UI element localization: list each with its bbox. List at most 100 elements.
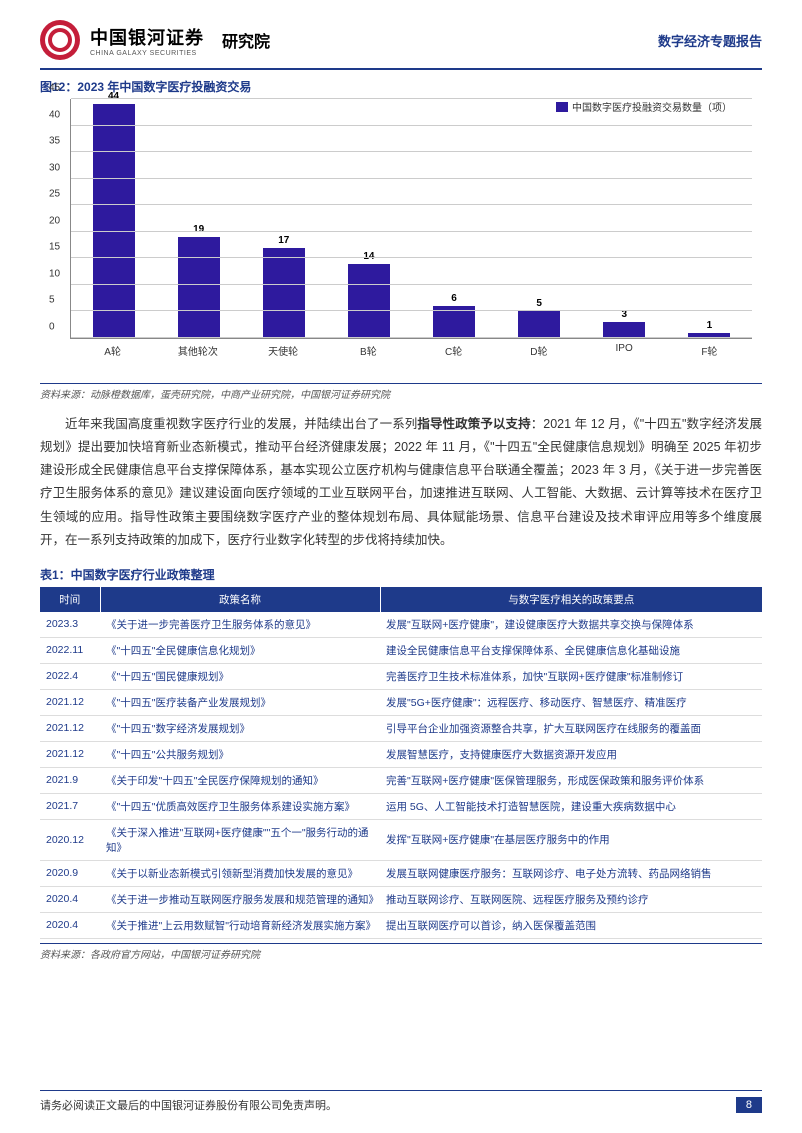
x-tick-label: B轮 [326,343,411,358]
gridline [71,284,752,285]
para-pre: 近年来我国高度重视数字医疗行业的发展，并陆续出台了一系列 [65,417,417,431]
table-cell: 2023.3 [40,612,100,638]
table-cell: 2022.11 [40,637,100,663]
table-row: 2021.9《关于印发"十四五"全民医疗保障规划的通知》完善"互联网+医疗健康"… [40,767,762,793]
table-cell: 2020.9 [40,860,100,886]
table-cell: 发展互联网健康医疗服务：互联网诊疗、电子处方流转、药品网络销售 [380,860,762,886]
gridline [71,178,752,179]
brand-block: 中国银河证券 CHINA GALAXY SECURITIES 研究院 [40,20,270,60]
gridline [71,231,752,232]
x-tick-label: C轮 [411,343,496,358]
table-cell: 2021.12 [40,715,100,741]
gridline [71,204,752,205]
gridline [71,310,752,311]
table-cell: 完善医疗卫生技术标准体系，加快"互联网+医疗健康"标准制修订 [380,663,762,689]
bar-value-label: 14 [363,251,374,262]
table-row: 2020.4《关于推进"上云用数赋智"行动培育新经济发展实施方案》提出互联网医疗… [40,912,762,938]
brand-name-en: CHINA GALAXY SECURITIES [90,50,204,57]
bar-value-label: 1 [707,320,713,331]
table-header-cell: 政策名称 [100,587,380,612]
y-tick-label: 40 [49,109,60,120]
chart-title: 图12：2023 年中国数字医疗投融资交易 [40,78,762,95]
table-row: 2021.12《"十四五"公共服务规划》发展智慧医疗，支持健康医疗大数据资源开发… [40,741,762,767]
table-cell: 2020.12 [40,819,100,860]
bar-column: 3 [582,99,667,338]
gridline [71,337,752,338]
policy-table: 时间政策名称与数字医疗相关的政策要点 2023.3《关于进一步完善医疗卫生服务体… [40,587,762,939]
table-row: 2022.11《"十四五"全民健康信息化规划》建设全民健康信息平台支撑保障体系、… [40,637,762,663]
table-cell: 《"十四五"国民健康规划》 [100,663,380,689]
table-cell: 2021.12 [40,741,100,767]
body-paragraph: 近年来我国高度重视数字医疗行业的发展，并陆续出台了一系列指导性政策予以支持：20… [40,413,762,552]
table-cell: 《"十四五"公共服务规划》 [100,741,380,767]
table-title: 表1：中国数字医疗行业政策整理 [40,566,762,583]
table-cell: 发挥"互联网+医疗健康"在基层医疗服务中的作用 [380,819,762,860]
table-cell: 发展"5G+医疗健康"：远程医疗、移动医疗、智慧医疗、精准医疗 [380,689,762,715]
y-tick-label: 25 [49,189,60,200]
table-cell: 运用 5G、人工智能技术打造智慧医院，建设重大疾病数据中心 [380,793,762,819]
bar-value-label: 6 [451,293,457,304]
table-header-cell: 与数字医疗相关的政策要点 [380,587,762,612]
para-post: ：2021 年 12 月，《"十四五"数字经济发展规划》提出要加快培育新业态新模… [40,417,762,547]
logo-icon [40,20,80,60]
bar-column: 17 [241,99,326,338]
table-body: 2023.3《关于进一步完善医疗卫生服务体系的意见》发展"互联网+医疗健康"，建… [40,612,762,939]
bar-value-label: 44 [108,91,119,102]
bar-value-label: 19 [193,224,204,235]
table-cell: 2020.4 [40,912,100,938]
x-tick-label: F轮 [667,343,752,358]
gridline [71,151,752,152]
table-cell: 发展"互联网+医疗健康"，建设健康医疗大数据共享交换与保障体系 [380,612,762,638]
bars-container: 44 19 17 14 6 5 3 1 [71,99,752,338]
x-tick-label: 其他轮次 [155,343,240,358]
chart-plot-area: 441917146531 051015202530354045 [70,99,752,339]
brand-text: 中国银河证券 CHINA GALAXY SECURITIES [90,24,204,57]
institute-label: 研究院 [222,28,270,52]
bar [93,104,135,338]
bar-column: 1 [667,99,752,338]
y-tick-label: 20 [49,215,60,226]
table-cell: 引导平台企业加强资源整合共享，扩大互联网医疗在线服务的覆盖面 [380,715,762,741]
table-header-cell: 时间 [40,587,100,612]
page-footer: 请务必阅读正文最后的中国银河证券股份有限公司免责声明。 8 [40,1090,762,1113]
table-cell: 完善"互联网+医疗健康"医保管理服务，形成医保政策和服务评价体系 [380,767,762,793]
table-cell: 2021.9 [40,767,100,793]
y-tick-label: 30 [49,162,60,173]
table-cell: 《关于印发"十四五"全民医疗保障规划的通知》 [100,767,380,793]
table-row: 2021.12《"十四五"数字经济发展规划》引导平台企业加强资源整合共享，扩大互… [40,715,762,741]
bar-value-label: 5 [536,298,542,309]
para-bold: 指导性政策予以支持 [417,417,530,431]
table-cell: 《关于推进"上云用数赋智"行动培育新经济发展实施方案》 [100,912,380,938]
bar-column: 5 [497,99,582,338]
x-tick-label: 天使轮 [241,343,326,358]
x-tick-label: A轮 [70,343,155,358]
page-header: 中国银河证券 CHINA GALAXY SECURITIES 研究院 数字经济专… [40,20,762,70]
y-tick-label: 0 [49,322,55,333]
table-cell: 《"十四五"优质高效医疗卫生服务体系建设实施方案》 [100,793,380,819]
bar-column: 14 [326,99,411,338]
table-cell: 2021.7 [40,793,100,819]
table-row: 2021.12《"十四五"医疗装备产业发展规划》发展"5G+医疗健康"：远程医疗… [40,689,762,715]
bar [348,264,390,338]
table-cell: 《"十四五"数字经济发展规划》 [100,715,380,741]
disclaimer-text: 请务必阅读正文最后的中国银河证券股份有限公司免责声明。 [40,1097,337,1113]
bar [178,237,220,338]
bar-column: 19 [156,99,241,338]
y-tick-label: 15 [49,242,60,253]
bar-column: 44 [71,99,156,338]
table-cell: 2022.4 [40,663,100,689]
gridline [71,257,752,258]
table-cell: 2021.12 [40,689,100,715]
table-source: 资料来源：各政府官方网站，中国银河证券研究院 [40,943,762,961]
table-cell: 2020.4 [40,886,100,912]
table-cell: 《"十四五"全民健康信息化规划》 [100,637,380,663]
table-row: 2020.9《关于以新业态新模式引领新型消费加快发展的意见》发展互联网健康医疗服… [40,860,762,886]
gridline [71,98,752,99]
y-tick-label: 10 [49,268,60,279]
chart-source: 资料来源：动脉橙数据库，蛋壳研究院，中商产业研究院，中国银河证券研究院 [40,383,762,401]
table-header: 时间政策名称与数字医疗相关的政策要点 [40,587,762,612]
table-cell: 《关于进一步完善医疗卫生服务体系的意见》 [100,612,380,638]
x-tick-label: D轮 [496,343,581,358]
bar-column: 6 [412,99,497,338]
table-cell: 推动互联网诊疗、互联网医院、远程医疗服务及预约诊疗 [380,886,762,912]
